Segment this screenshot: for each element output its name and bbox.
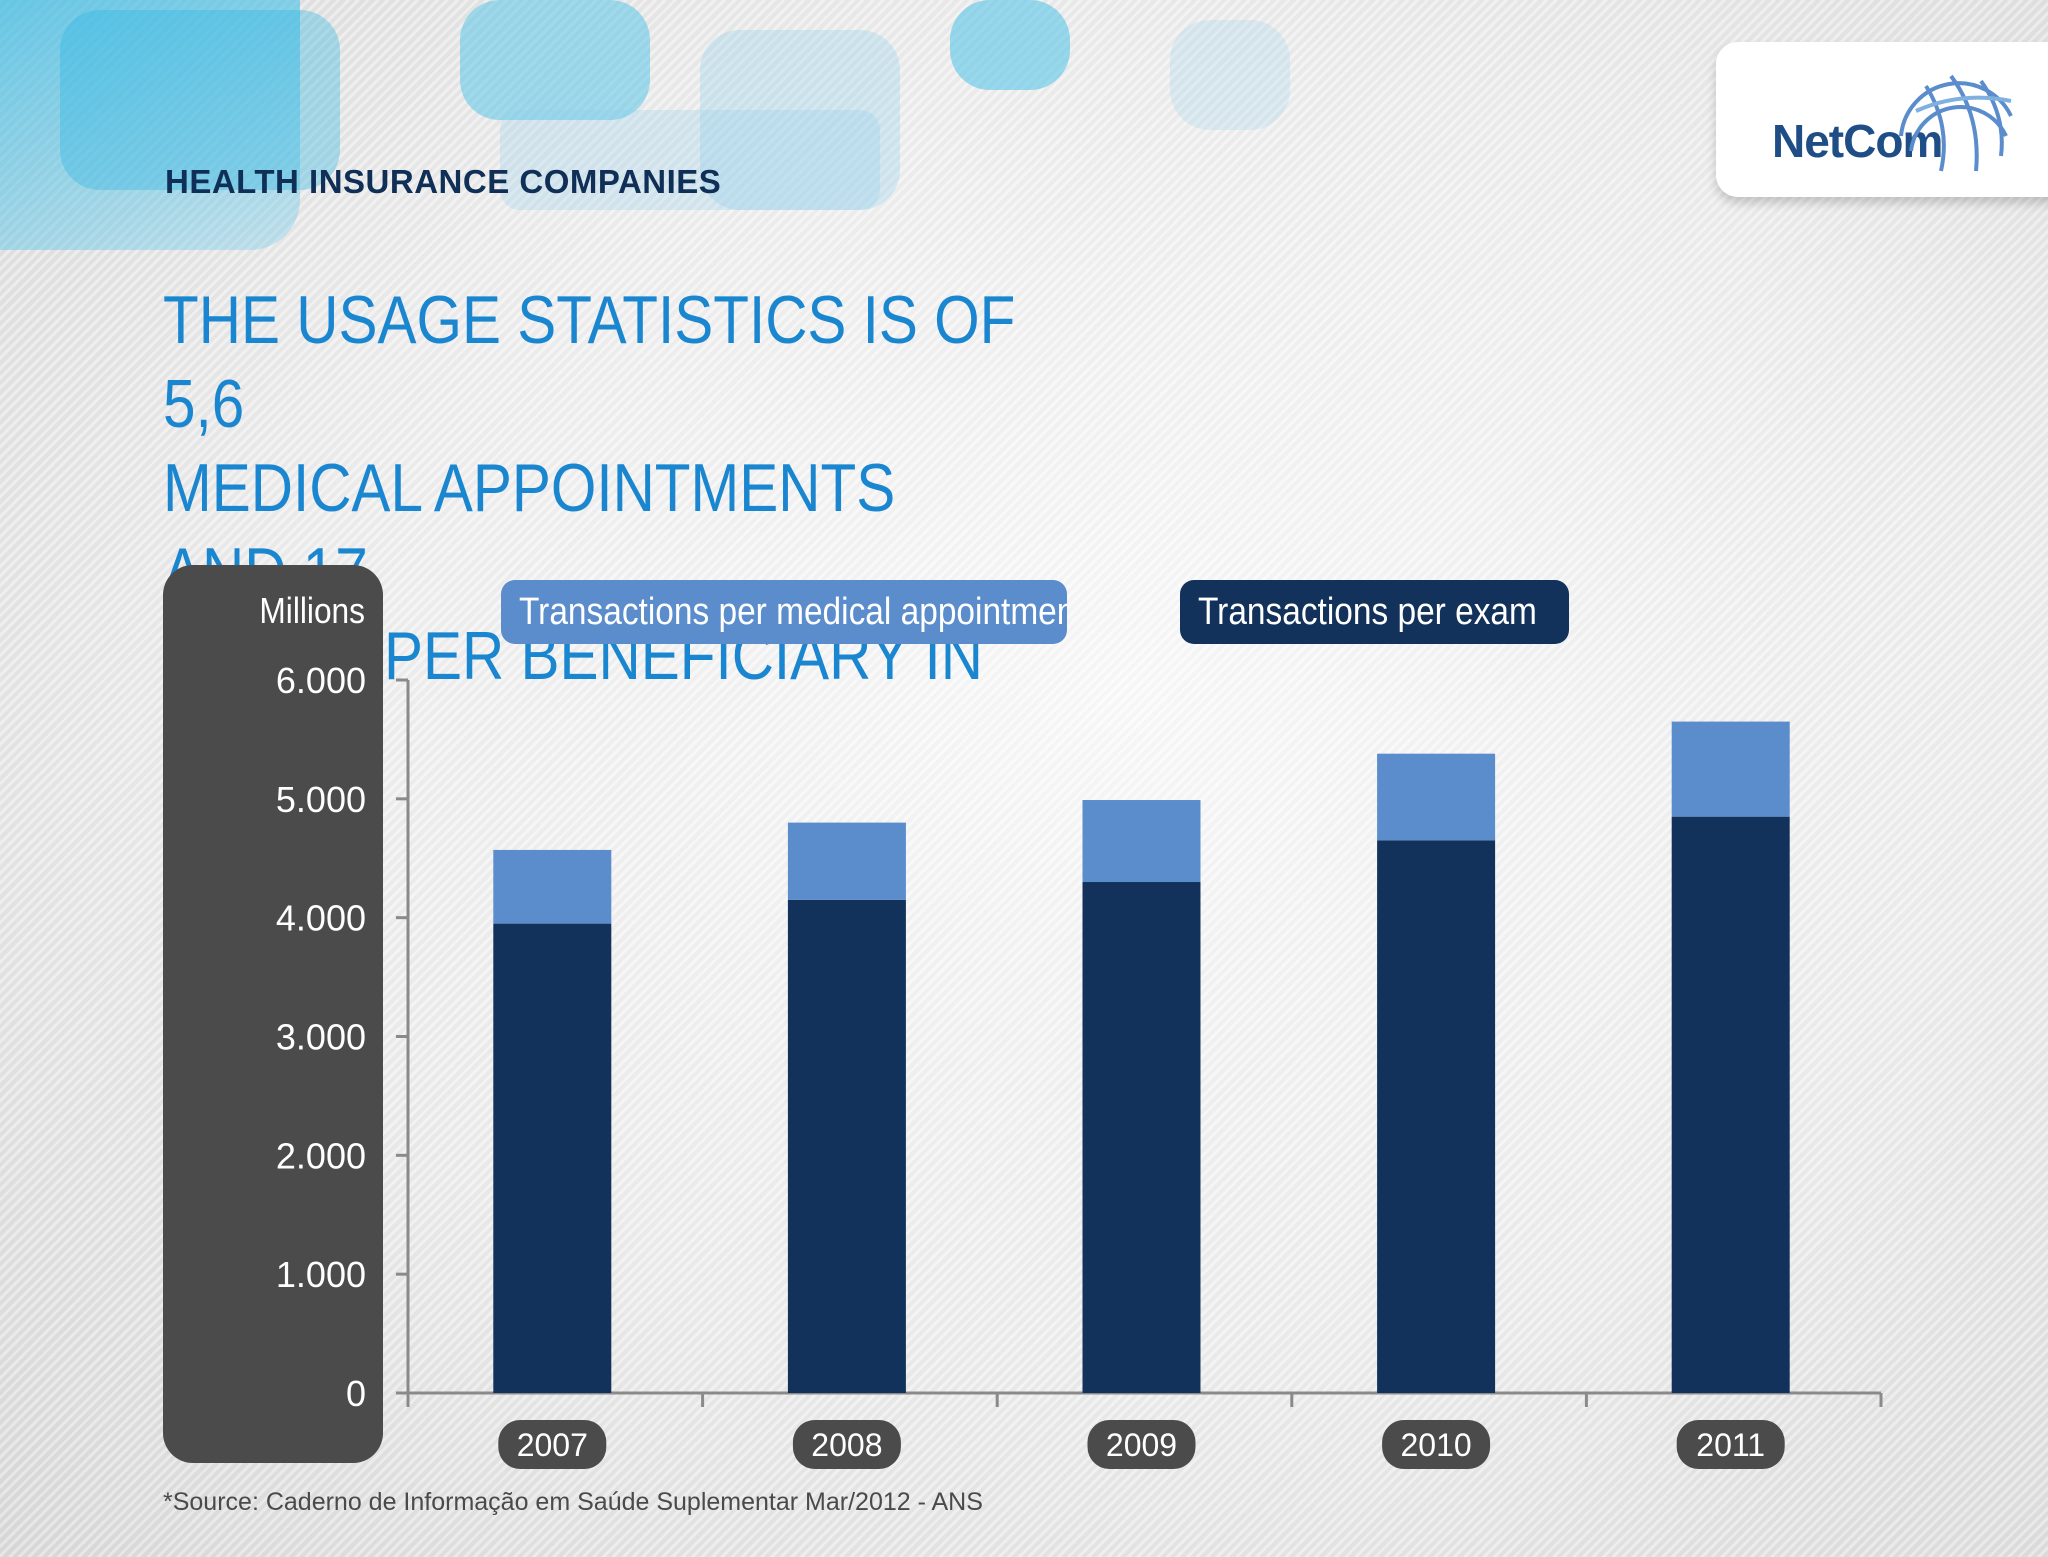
decorative-shape: [60, 10, 340, 190]
bar-appointment-2011: [1671, 721, 1790, 817]
globe-icon: [1899, 74, 2013, 172]
year-pill: [1382, 1420, 1491, 1469]
bar-appointment-2009: [1082, 800, 1201, 883]
y-tick-label: 6.000: [276, 660, 366, 701]
x-tick-label: 2008: [811, 1427, 882, 1463]
legend-label: Transactions per medical appointment: [519, 591, 1067, 633]
decorative-shape: [500, 110, 880, 210]
logo-card: NetCom: [1716, 42, 2048, 197]
bar-exam-2009: [1082, 882, 1201, 1393]
y-axis-label: Millions: [259, 591, 365, 631]
decorative-shape: [700, 30, 900, 210]
x-tick-label: 2007: [517, 1427, 588, 1463]
bar-exam-2008: [787, 899, 906, 1393]
y-axis-panel: [163, 565, 383, 1463]
y-tick-label: 3.000: [276, 1017, 366, 1058]
decorative-shape: [950, 0, 1070, 90]
bar-exam-2010: [1377, 840, 1496, 1393]
y-tick-label: 1.000: [276, 1254, 366, 1295]
year-pill: [1087, 1420, 1196, 1469]
bar-exam-2007: [493, 923, 612, 1393]
bar-appointment-2008: [787, 822, 906, 900]
year-pill: [498, 1420, 607, 1469]
legend-item-exam: Transactions per exam: [1180, 580, 1569, 644]
x-tick-label: 2010: [1401, 1427, 1472, 1463]
title-line: THE USAGE STATISTICS IS OF 5,6: [163, 282, 1016, 442]
decorative-shape: [460, 0, 650, 120]
y-tick-label: 0: [346, 1373, 366, 1414]
decorative-shape: [0, 0, 300, 250]
x-tick-label: 2009: [1106, 1427, 1177, 1463]
legend-label: Transactions per exam: [1198, 591, 1537, 633]
bar-exam-2011: [1671, 816, 1790, 1393]
decorative-shape: [1170, 20, 1290, 130]
x-tick-label: 2011: [1696, 1427, 1765, 1463]
source-note: *Source: Caderno de Informação em Saúde …: [163, 1488, 983, 1516]
y-tick-label: 5.000: [276, 779, 366, 820]
year-pill: [792, 1420, 901, 1469]
y-tick-label: 4.000: [276, 898, 366, 939]
legend-item-appointment: Transactions per medical appointment: [501, 580, 1067, 644]
year-pill: [1676, 1420, 1785, 1469]
bar-appointment-2010: [1377, 753, 1496, 841]
y-tick-label: 2.000: [276, 1135, 366, 1176]
bar-appointment-2007: [493, 849, 612, 924]
section-kicker: HEALTH INSURANCE COMPANIES: [165, 163, 722, 200]
